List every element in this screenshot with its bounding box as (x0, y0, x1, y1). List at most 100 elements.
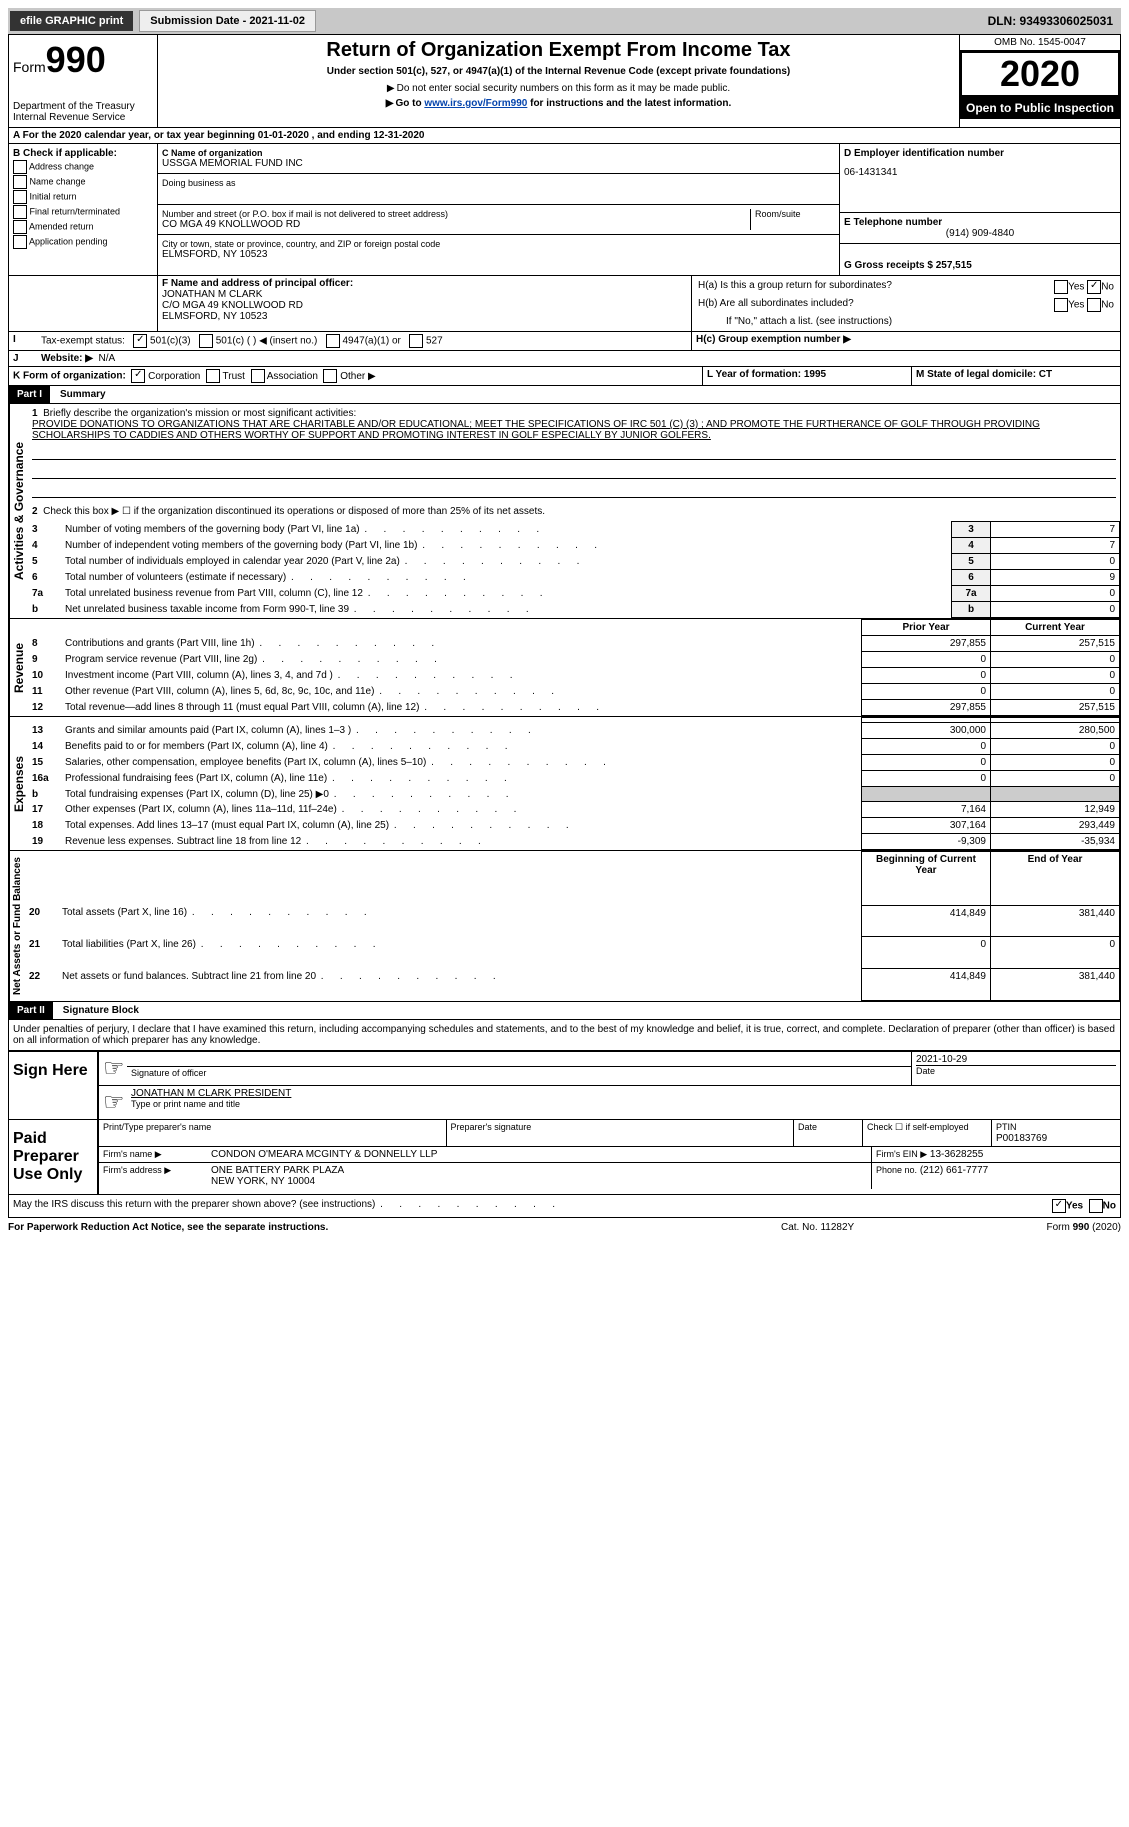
officer-addr2: ELMSFORD, NY 10523 (162, 311, 687, 322)
form-footer: Form 990 (2020) (981, 1222, 1121, 1233)
discuss-yes-checkbox[interactable]: ✓ (1052, 1199, 1066, 1213)
table-row: 5Total number of individuals employed in… (28, 554, 1120, 570)
part2-header: Part II Signature Block (8, 1002, 1121, 1020)
part1-title: Summary (50, 389, 106, 400)
dept-label: Department of the Treasury (13, 101, 153, 112)
print-name-label: Print/Type preparer's name (103, 1122, 211, 1132)
firm-ein-label: Firm's EIN ▶ (876, 1149, 927, 1159)
h-b-label: H(b) Are all subordinates included? (698, 298, 1054, 312)
firm-addr2: NEW YORK, NY 10004 (211, 1176, 315, 1187)
governance-section: Activities & Governance 1 Briefly descri… (8, 404, 1121, 619)
501c-checkbox[interactable] (199, 334, 213, 348)
note2-pre: Go to (395, 98, 424, 109)
prep-sig-label: Preparer's signature (451, 1122, 532, 1132)
opt-501c: 501(c) ( ) ◀ (insert no.) (216, 336, 318, 347)
tax-year: 2020 (960, 51, 1120, 97)
h-c-label: H(c) Group exemption number ▶ (696, 334, 851, 345)
hb-no-checkbox[interactable] (1087, 298, 1101, 312)
ein-label: D Employer identification number (844, 148, 1116, 159)
paperwork-notice: For Paperwork Reduction Act Notice, see … (8, 1222, 781, 1233)
hb-yes-checkbox[interactable] (1054, 298, 1068, 312)
table-row: 7aTotal unrelated business revenue from … (28, 586, 1120, 602)
discuss-no-label: No (1103, 1201, 1116, 1212)
row-k: K Form of organization: ✓ Corporation Tr… (8, 367, 1121, 386)
table-row: 17Other expenses (Part IX, column (A), l… (28, 802, 1120, 818)
part1-label: Part I (9, 386, 50, 403)
discuss-no-checkbox[interactable] (1089, 1199, 1103, 1213)
discuss-yes-label: Yes (1066, 1201, 1083, 1212)
line-a: For the 2020 calendar year, or tax year … (23, 130, 425, 141)
expenses-section: Expenses 13Grants and similar amounts pa… (8, 717, 1121, 851)
city-label: City or town, state or province, country… (162, 239, 835, 249)
box-b-item: Amended return (13, 220, 153, 234)
box-b-item: Application pending (13, 235, 153, 249)
prep-phone-label: Phone no. (876, 1165, 917, 1175)
ha-yes-checkbox[interactable] (1054, 280, 1068, 294)
netassets-section: Net Assets or Fund Balances Beginning of… (8, 851, 1121, 1002)
501c3-checkbox[interactable]: ✓ (133, 334, 147, 348)
box-b-header: B Check if applicable: (13, 148, 153, 159)
sig-officer-label: Signature of officer (131, 1068, 206, 1078)
sig-date: 2021-10-29 (916, 1054, 1116, 1065)
revenue-section: Revenue Prior YearCurrent Year8Contribut… (8, 619, 1121, 717)
irs-label: Internal Revenue Service (13, 112, 153, 123)
sign-here-label: Sign Here (9, 1052, 99, 1119)
part1-header: Part I Summary (8, 386, 1121, 404)
date-label: Date (916, 1065, 1116, 1076)
dba-label: Doing business as (162, 178, 835, 188)
org-info-section: B Check if applicable: Address change Na… (8, 144, 1121, 276)
form-number: 990 (46, 39, 106, 80)
city-value: ELMSFORD, NY 10523 (162, 249, 835, 260)
opt-4947: 4947(a)(1) or (342, 336, 400, 347)
room-label: Room/suite (755, 209, 835, 219)
website-label: Website: ▶ (41, 353, 93, 364)
self-employed-check: Check ☐ if self-employed (863, 1120, 992, 1146)
firm-name: CONDON O'MEARA MCGINTY & DONNELLY LLP (207, 1147, 871, 1162)
dln-text: DLN: 93493306025031 (988, 14, 1119, 28)
form-title: Return of Organization Exempt From Incom… (162, 39, 955, 62)
sign-here-section: Sign Here ☞ Signature of officer 2021-10… (8, 1051, 1121, 1120)
org-name: USSGA MEMORIAL FUND INC (162, 158, 835, 169)
paid-prep-label: Paid Preparer Use Only (9, 1120, 99, 1194)
firm-ein: 13-3628255 (930, 1149, 983, 1160)
ha-no-checkbox[interactable]: ✓ (1087, 280, 1101, 294)
table-row: 6Total number of volunteers (estimate if… (28, 570, 1120, 586)
table-row: bNet unrelated business taxable income f… (28, 602, 1120, 618)
street-label: Number and street (or P.O. box if mail i… (162, 209, 746, 219)
officer-print-name: JONATHAN M CLARK PRESIDENT (131, 1088, 1116, 1099)
opt-501c3: 501(c)(3) (150, 336, 191, 347)
box-b-item: Name change (13, 175, 153, 189)
4947-checkbox[interactable] (326, 334, 340, 348)
table-row: 3Number of voting members of the governi… (28, 522, 1120, 538)
form-label: Form (13, 59, 46, 75)
cat-no: Cat. No. 11282Y (781, 1222, 981, 1233)
table-row: 21Total liabilities (Part X, line 26)00 (25, 937, 1120, 969)
expenses-table: 13Grants and similar amounts paid (Part … (28, 717, 1120, 850)
top-bar: efile GRAPHIC print Submission Date - 20… (8, 8, 1121, 34)
expenses-vlabel: Expenses (9, 717, 28, 850)
officer-row: F Name and address of principal officer:… (8, 276, 1121, 332)
instructions-link[interactable]: www.irs.gov/Form990 (424, 98, 527, 109)
table-row: 11Other revenue (Part VIII, column (A), … (28, 684, 1120, 700)
h-a-label: H(a) Is this a group return for subordin… (698, 280, 1054, 294)
submission-date-button[interactable]: Submission Date - 2021-11-02 (139, 10, 316, 32)
527-checkbox[interactable] (409, 334, 423, 348)
prep-phone: (212) 661-7777 (920, 1165, 988, 1176)
tax-status-label: Tax-exempt status: (41, 336, 125, 347)
revenue-vlabel: Revenue (9, 619, 28, 716)
line2-text: Check this box ▶ ☐ if the organization d… (43, 506, 545, 517)
box-b-item: Initial return (13, 190, 153, 204)
efile-button[interactable]: efile GRAPHIC print (10, 11, 133, 31)
table-row: 13Grants and similar amounts paid (Part … (28, 723, 1120, 739)
paid-preparer-section: Paid Preparer Use Only Print/Type prepar… (8, 1120, 1121, 1195)
state-domicile: M State of legal domicile: CT (916, 369, 1052, 380)
type-name-label: Type or print name and title (131, 1099, 1116, 1109)
hb-yes-label: Yes (1068, 300, 1084, 311)
note-ssn: Do not enter social security numbers on … (397, 83, 730, 94)
governance-vlabel: Activities & Governance (9, 404, 28, 618)
ha-no-label: No (1101, 282, 1114, 293)
h-note: If "No," attach a list. (see instruction… (696, 314, 1116, 329)
table-row: 12Total revenue—add lines 8 through 11 (… (28, 700, 1120, 716)
table-row: 9Program service revenue (Part VIII, lin… (28, 652, 1120, 668)
governance-table: 3Number of voting members of the governi… (28, 521, 1120, 618)
